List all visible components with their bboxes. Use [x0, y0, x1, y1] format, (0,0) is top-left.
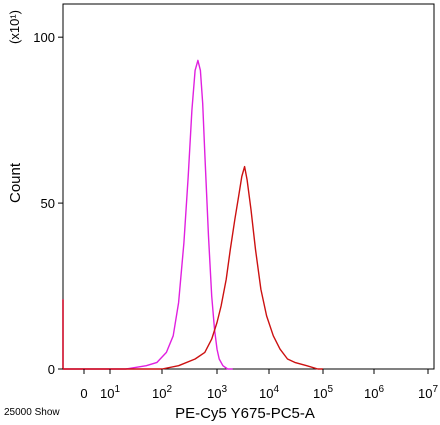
series-line-2: [62, 165, 323, 370]
y-scale-label: (x10¹): [7, 10, 22, 44]
series-line-1: [62, 59, 233, 370]
x-ticks: 0 101 102 103 104 105 106 107: [80, 369, 438, 401]
series-layer: [62, 59, 323, 370]
y-tick-label: 100: [33, 30, 55, 45]
x-tick-label: 102: [152, 384, 172, 401]
x-tick-label: 104: [259, 384, 279, 401]
x-axis-title: PE-Cy5 Y675-PC5-A: [175, 405, 315, 422]
x-tick-label: 101: [100, 384, 120, 401]
y-axis-title: Count: [7, 162, 24, 203]
y-ticks: 0 50 100: [33, 30, 63, 377]
x-tick-label: 107: [418, 384, 438, 401]
footnote: 25000 Show: [4, 407, 60, 418]
x-tick-label: 0: [80, 386, 87, 401]
x-tick-label: 103: [207, 384, 227, 401]
x-tick-label: 106: [364, 384, 384, 401]
y-tick-label: 0: [48, 362, 55, 377]
x-tick-label: 105: [313, 384, 333, 401]
y-tick-label: 50: [41, 196, 55, 211]
